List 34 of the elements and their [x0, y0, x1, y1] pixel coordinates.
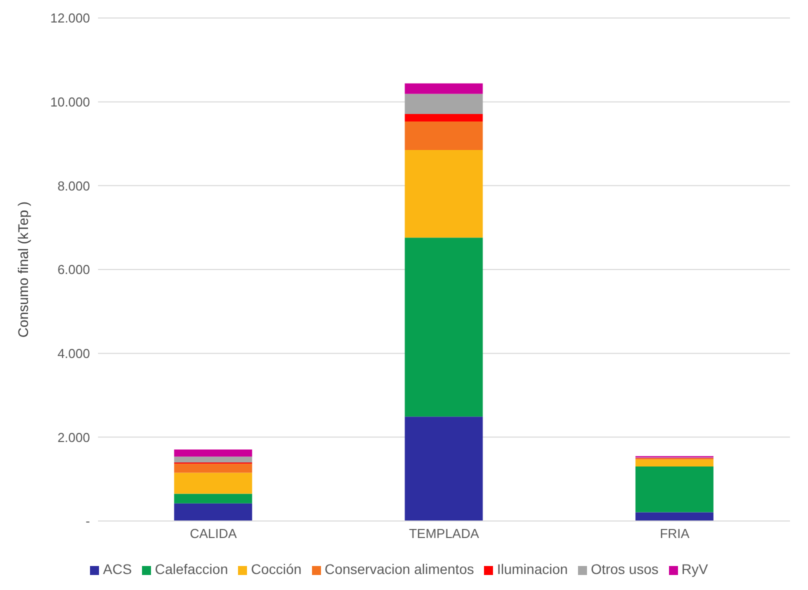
legend-label: Cocción [250, 561, 302, 577]
bar [404, 83, 483, 94]
legend-label: Conservacion alimentos [324, 561, 474, 577]
y-tick-label: 10.000 [50, 94, 90, 110]
bar [404, 122, 483, 150]
bar [174, 494, 252, 504]
bar [635, 459, 714, 467]
legend-label: Iluminacion [496, 561, 568, 577]
bar [404, 114, 483, 122]
bar [635, 466, 714, 512]
y-tick-label: 2.000 [57, 430, 90, 445]
bar [174, 503, 252, 521]
y-tick-label: - [86, 514, 90, 529]
y-tick-label: 4.000 [57, 346, 90, 361]
bar [404, 150, 483, 238]
bar [174, 456, 252, 463]
x-tick-label: TEMPLADA [408, 526, 480, 542]
y-axis-title: Consumo final (kTep ) [14, 201, 31, 338]
y-tick-label: 8.000 [57, 178, 90, 194]
bar [635, 512, 714, 521]
bar [174, 472, 252, 494]
bar [404, 94, 483, 114]
y-tick-label: 12.000 [50, 10, 90, 26]
bar [174, 464, 252, 473]
legend-label: Calefaccion [154, 561, 228, 577]
x-tick-label: FRIA [660, 526, 690, 542]
legend-label: RyV [682, 561, 708, 577]
y-tick-label: 6.000 [57, 262, 90, 278]
x-tick-label: CALIDA [190, 526, 238, 542]
bar [404, 416, 483, 521]
legend-label: ACS [103, 561, 132, 577]
bar [404, 238, 483, 417]
legend-label: Otros usos [590, 561, 659, 577]
bar [174, 450, 252, 457]
